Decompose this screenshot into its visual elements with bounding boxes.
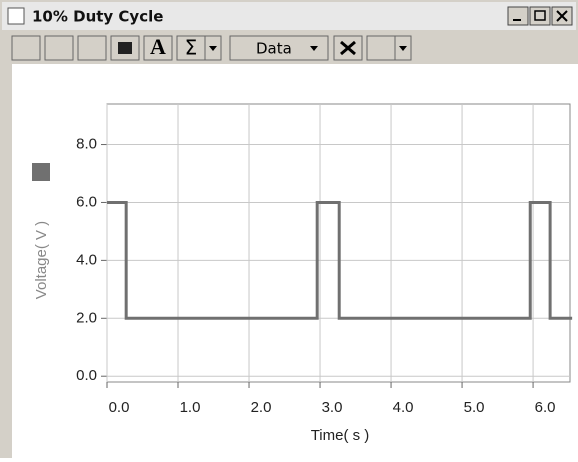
font-button-label: A	[150, 34, 166, 59]
legend-swatch	[32, 163, 50, 181]
dropdown-arrow	[399, 46, 407, 51]
y-tick-label: 2.0	[76, 309, 97, 326]
maximize-button[interactable]	[529, 6, 551, 26]
dropdown-arrow	[310, 46, 318, 51]
grid-button[interactable]	[366, 35, 396, 61]
y-axis-label: Voltage( V )	[33, 221, 50, 299]
statistics-button-label: Σ	[185, 36, 198, 60]
y-tick-label: 8.0	[76, 136, 97, 153]
autoscale-button[interactable]	[11, 35, 41, 61]
calculator-icon	[118, 42, 132, 54]
graph-pane	[12, 64, 578, 458]
data-menu-label: Data	[256, 40, 292, 58]
x-tick-label: 6.0	[535, 399, 556, 416]
dropdown-arrow	[209, 46, 217, 51]
y-tick-label: 6.0	[76, 193, 97, 210]
minimize-button[interactable]	[507, 6, 529, 26]
title-bar	[2, 2, 576, 30]
remove-icon	[340, 40, 356, 56]
window-controls[interactable]	[507, 6, 573, 26]
x-axis-label: Time( s )	[311, 427, 370, 444]
x-tick-label: 0.0	[109, 399, 130, 416]
x-tick-label: 2.0	[251, 399, 272, 416]
x-tick-label: 3.0	[322, 399, 343, 416]
font-button[interactable]	[143, 35, 173, 61]
toolbar: A Σ Data	[11, 34, 412, 61]
x-tick-label: 1.0	[180, 399, 201, 416]
close-icon	[556, 10, 568, 22]
y-tick-label: 4.0	[76, 251, 97, 268]
app-icon	[7, 7, 25, 25]
y-tick-label: 0.0	[76, 367, 97, 384]
maximize-icon	[534, 10, 546, 21]
statistics-button[interactable]	[176, 35, 206, 61]
data-line	[107, 200, 573, 320]
x-tick-label: 4.0	[393, 399, 414, 416]
zoom-button[interactable]	[44, 35, 74, 61]
x-tick-label: 5.0	[464, 399, 485, 416]
examine-button[interactable]	[77, 35, 107, 61]
window-title: 10% Duty Cycle	[32, 8, 163, 26]
